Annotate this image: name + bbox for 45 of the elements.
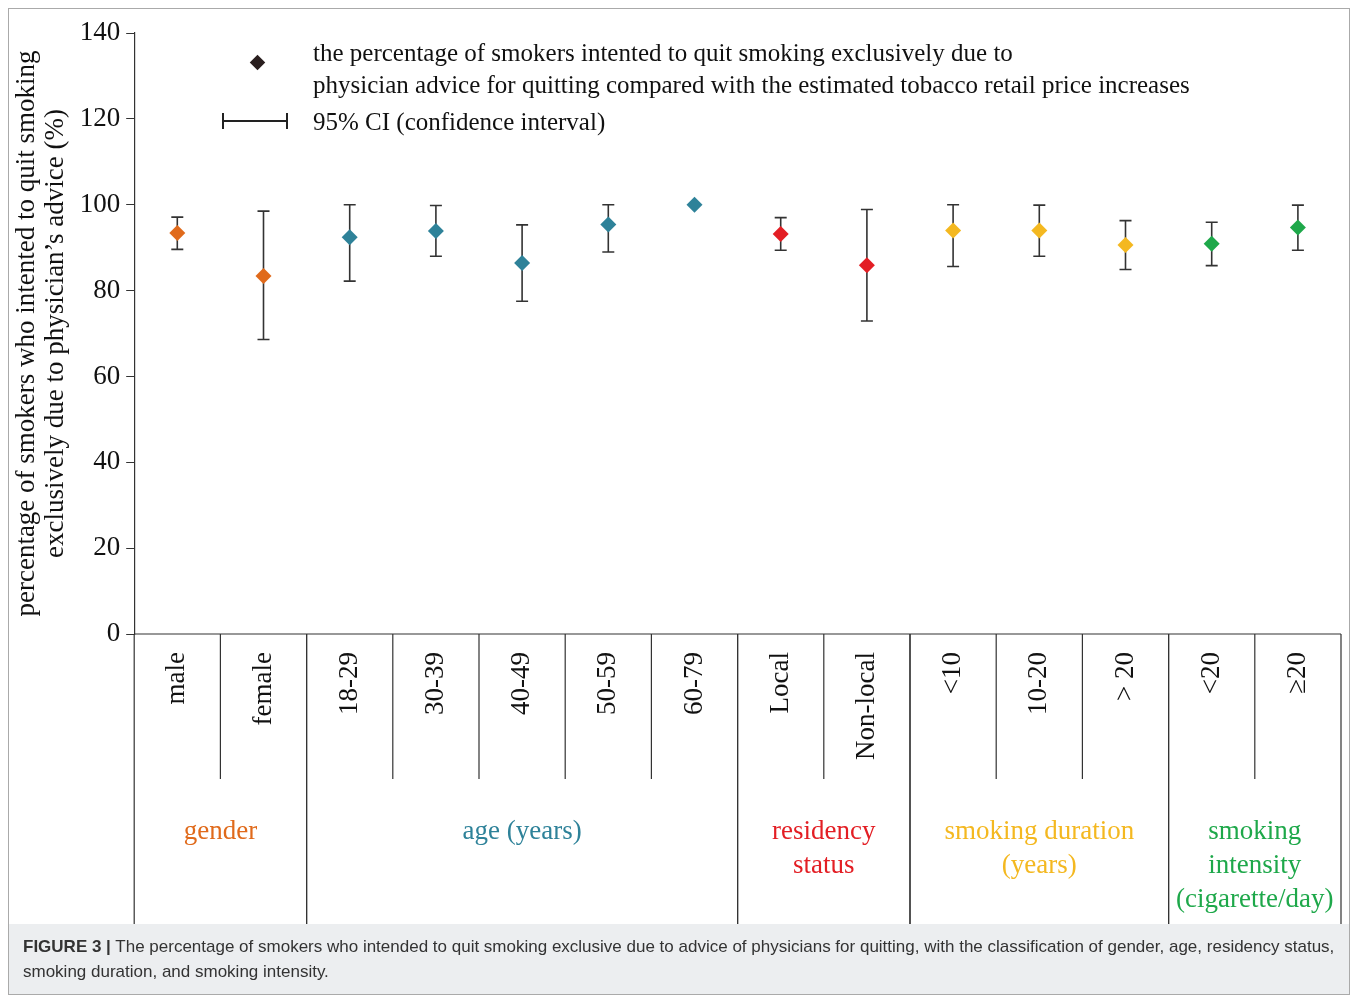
x-tick-label: 10-20 xyxy=(1022,652,1053,715)
point xyxy=(1117,237,1134,254)
x-tick-label: female xyxy=(246,651,277,726)
x-tick-label: > 20 xyxy=(1108,652,1139,701)
point xyxy=(427,222,444,239)
x-tick-label: Non-local xyxy=(849,652,880,760)
x-tick-label: 40-49 xyxy=(505,652,536,715)
text: residency status xyxy=(772,815,877,880)
annotation: 95% CI (confidence interval) xyxy=(313,107,606,138)
text: age (years) xyxy=(462,815,582,846)
x-tick-label: Local xyxy=(763,652,794,714)
point xyxy=(858,257,875,274)
point xyxy=(255,267,272,284)
point xyxy=(1031,222,1048,239)
text: smoking intensity (cigarette/day) xyxy=(1176,815,1334,914)
x-tick-label: 50-59 xyxy=(591,652,622,715)
point xyxy=(169,225,186,242)
x-tick-label: 18-29 xyxy=(332,652,363,715)
y-tick-label: 0 xyxy=(106,617,121,648)
point xyxy=(772,225,789,242)
point xyxy=(1289,219,1306,236)
point xyxy=(686,196,703,213)
text: smoking duration (years) xyxy=(944,815,1135,880)
x-tick-label: ≥20 xyxy=(1280,652,1311,694)
y-tick-label: 140 xyxy=(79,16,121,47)
point xyxy=(514,255,531,272)
annotation: the percentage of smokers intented to quit smoking exclusively due to physician advice for quitting compared with the estimated tobacco retail price increases xyxy=(313,38,1190,100)
point xyxy=(945,222,962,239)
text: gender xyxy=(183,815,258,846)
x-tick-label: male xyxy=(160,652,191,705)
y-tick-label: 60 xyxy=(93,359,121,390)
y-tick-label: 120 xyxy=(79,101,121,132)
x-tick-label: 60-79 xyxy=(677,652,708,715)
y-tick-label: 20 xyxy=(93,531,121,562)
point xyxy=(600,216,617,233)
point xyxy=(1203,235,1220,252)
x-tick-label: 30-39 xyxy=(418,652,449,715)
y-axis-title: percentage of smokers who intented to quit smoking exclusively due to physician’s advice (%) xyxy=(10,50,69,617)
x-tick-label: <20 xyxy=(1194,652,1225,695)
y-tick-label: 80 xyxy=(93,273,121,304)
point xyxy=(341,229,358,246)
caption: FIGURE 3 | The percentage of smokers who intended to quit smoking exclusive due to advice of physicians for quitting, with the classification of gender, age, residency status, smoking duration, and smoking intensity. xyxy=(9,924,1349,994)
y-tick-label: 100 xyxy=(79,187,121,218)
x-tick-label: <10 xyxy=(936,652,967,695)
y-tick-label: 40 xyxy=(93,445,121,476)
